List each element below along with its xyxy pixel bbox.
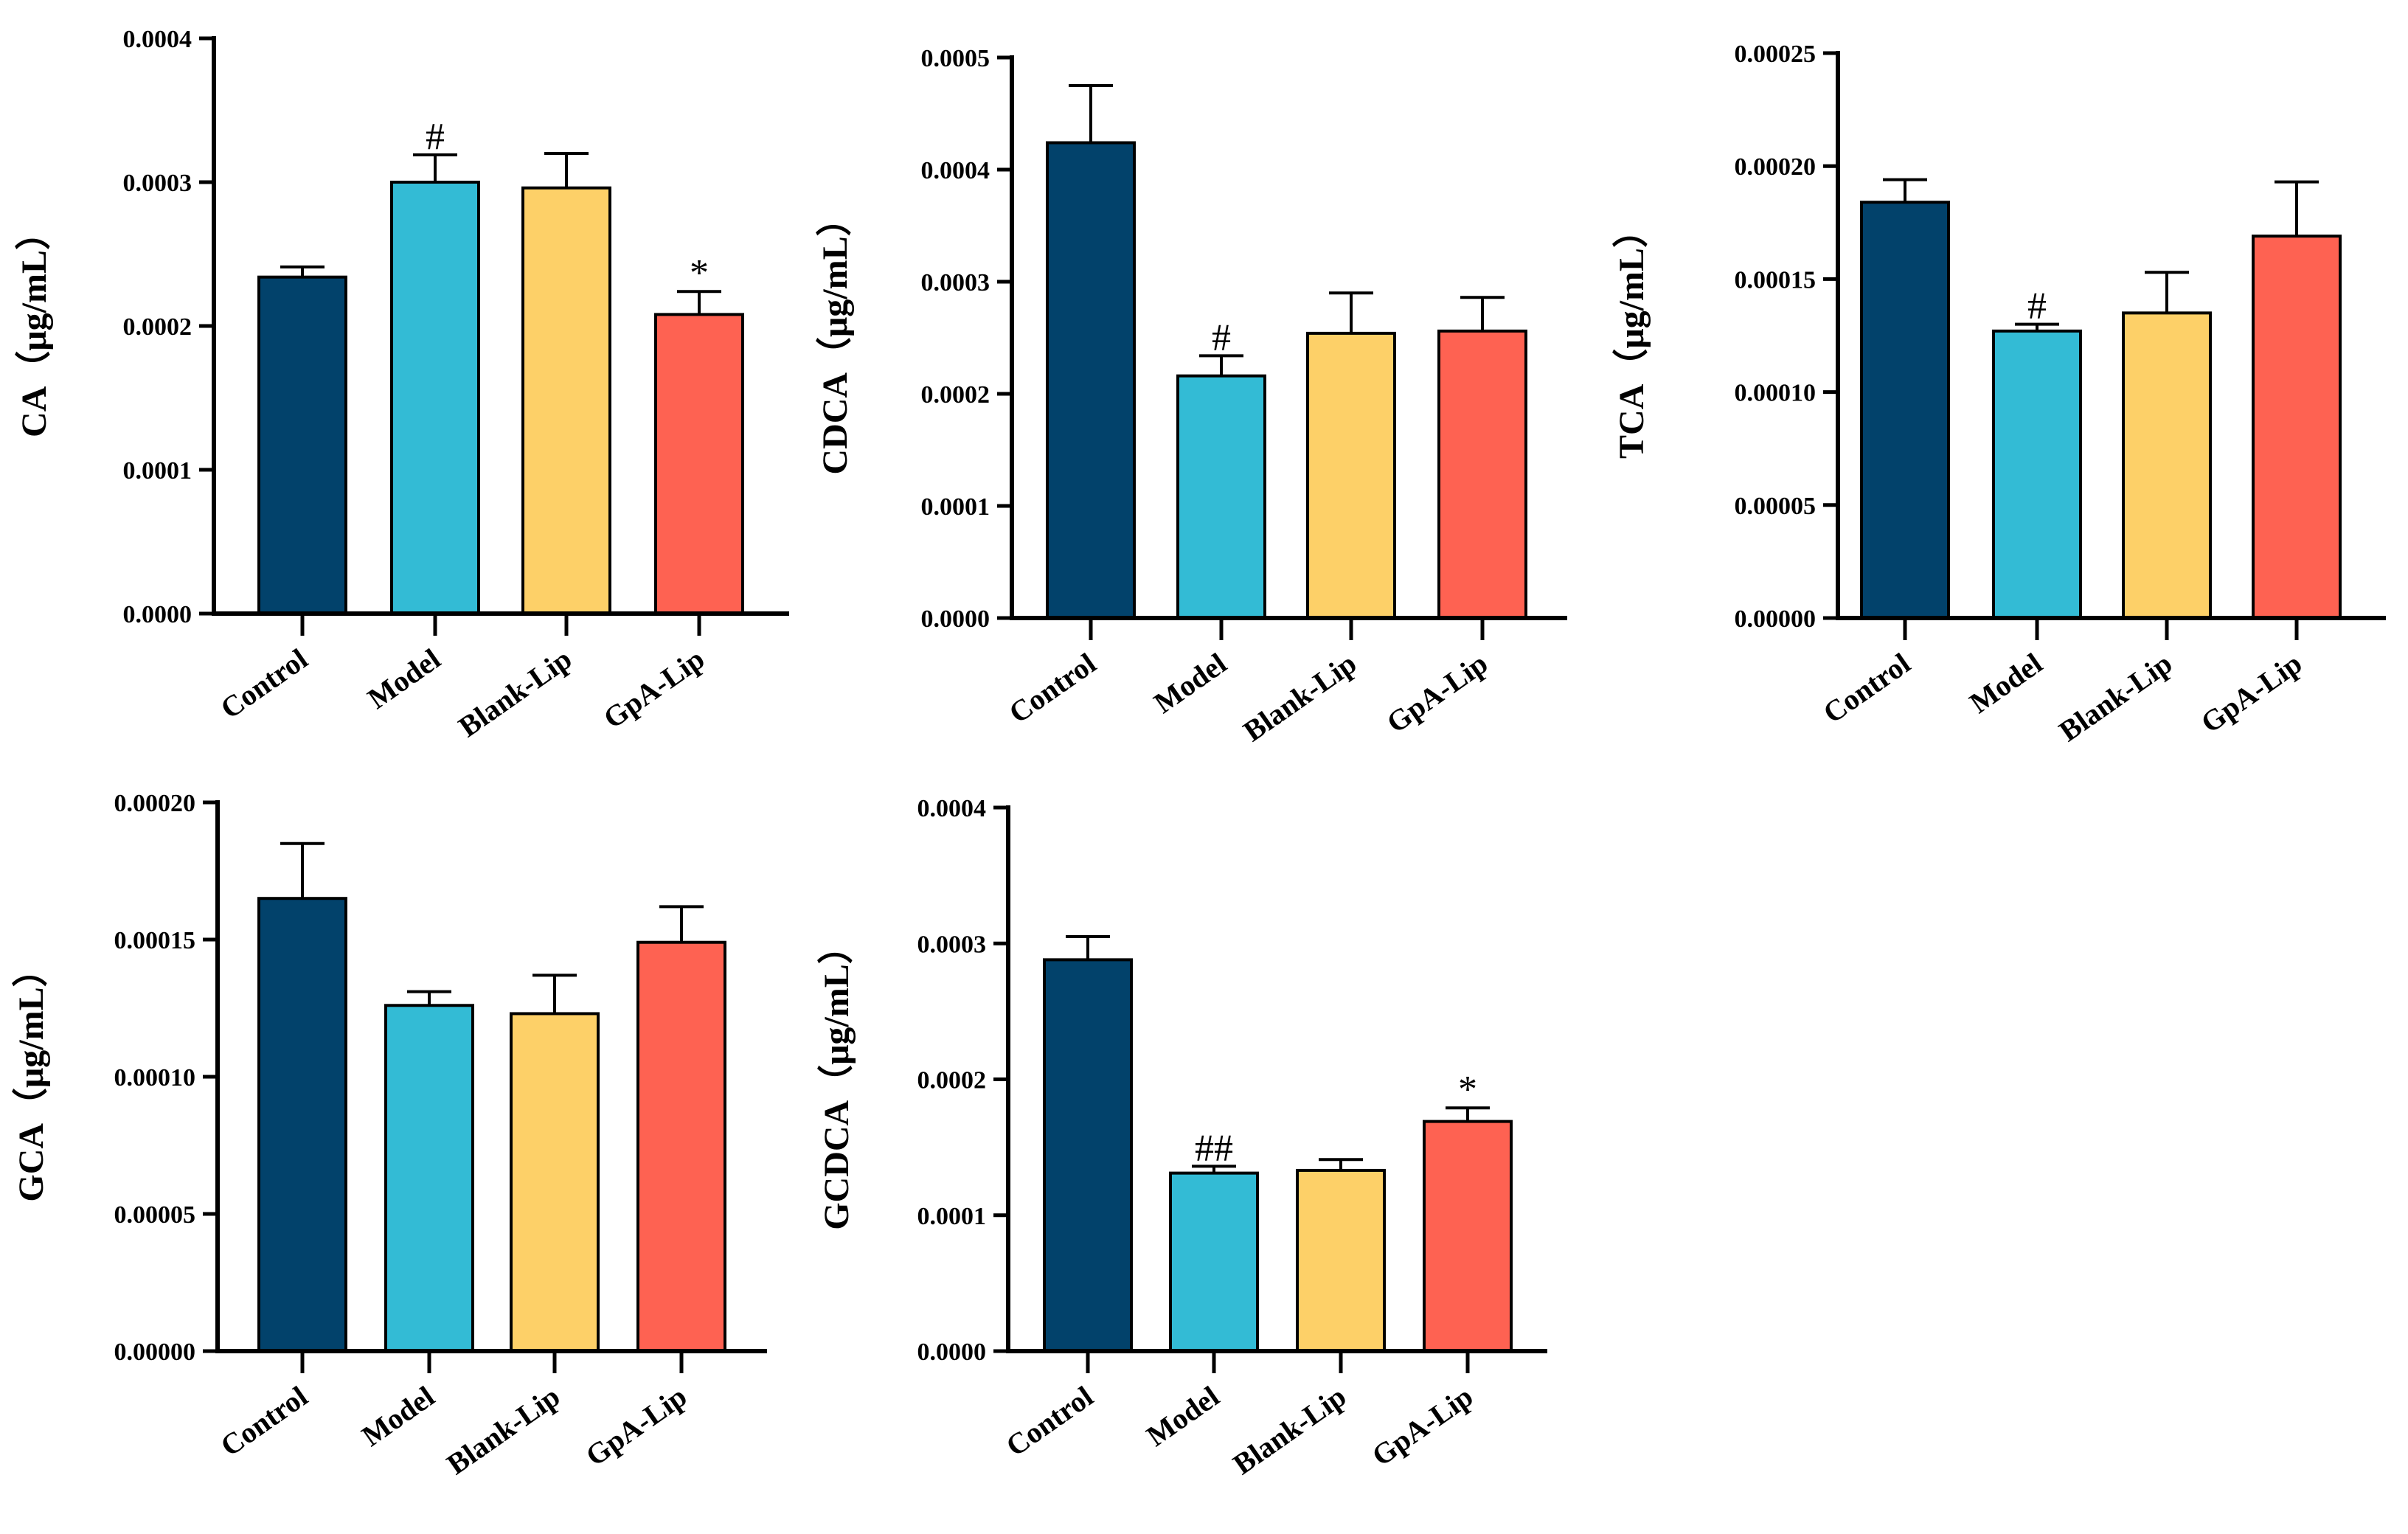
bar-gpa-lip [654,313,744,615]
y-tick-label: 0.0000 [921,605,990,633]
bar-control [1043,958,1133,1353]
y-tick-label: 0.00010 [114,1064,196,1092]
bar-control [1860,201,1950,620]
y-tick-label: 0.00000 [114,1339,196,1366]
y-tick-label: 0.0003 [123,170,192,197]
y-tick-label: 0.00020 [114,790,196,817]
y-tick-label: 0.00000 [1735,605,1817,633]
bar-control [257,897,347,1353]
bar-model [390,181,480,615]
y-tick-label: 0.0002 [921,381,990,409]
y-axis-title: TCA（μg/mL） [1612,212,1651,459]
significance-label: ## [1195,1127,1233,1169]
bar-model [1169,1171,1259,1353]
y-tick-label: 0.0001 [123,457,192,485]
bar-gpa-lip [2252,235,2342,620]
y-axis-title: GCDCA（μg/mL） [817,929,856,1230]
y-tick-label: 0.0002 [123,313,192,341]
y-tick-label: 0.0002 [917,1067,987,1094]
y-tick-label: 0.0001 [917,1203,987,1230]
bar-blank-lip [521,186,611,616]
y-tick-label: 0.0003 [917,931,987,958]
significance-label: * [1458,1069,1477,1111]
bar-gpa-lip [1437,329,1527,620]
y-tick-label: 0.00020 [1735,153,1817,181]
bar-model [1176,374,1266,620]
y-tick-label: 0.00015 [1735,266,1817,294]
bar-blank-lip [1306,331,1396,620]
y-tick-label: 0.0003 [921,269,990,296]
bar-control [1046,141,1136,620]
y-axis-title: GCA（μg/mL） [12,951,51,1201]
significance-label: # [2027,285,2047,327]
bar-gpa-lip [1423,1120,1513,1353]
y-tick-label: 0.00010 [1735,380,1817,407]
significance-label: * [690,252,709,294]
y-tick-label: 0.0000 [917,1339,987,1366]
y-tick-label: 0.00005 [114,1201,196,1229]
bar-blank-lip [2122,311,2212,620]
y-tick-label: 0.0004 [917,795,987,822]
significance-label: # [1212,316,1231,358]
y-axis-title: CA（μg/mL） [15,215,54,437]
y-tick-label: 0.0004 [921,157,990,184]
bar-blank-lip [1296,1168,1386,1353]
chart-panel-2: #0.00000.00010.00020.00030.00040.0005Con… [816,45,1567,748]
y-tick-label: 0.00015 [114,927,196,954]
y-tick-label: 0.0004 [123,26,192,53]
y-tick-label: 0.0000 [123,601,192,628]
y-tick-label: 0.00005 [1735,493,1817,520]
bar-control [257,275,347,615]
y-axis-title: CDCA（μg/mL） [816,201,855,474]
y-tick-label: 0.0005 [921,45,990,72]
significance-label: # [426,116,445,158]
bar-model [1992,329,2082,620]
bar-model [384,1004,474,1353]
bar-blank-lip [510,1012,600,1353]
bar-gpa-lip [636,940,726,1353]
y-tick-label: 0.00025 [1735,41,1817,68]
y-tick-label: 0.0001 [921,493,990,521]
